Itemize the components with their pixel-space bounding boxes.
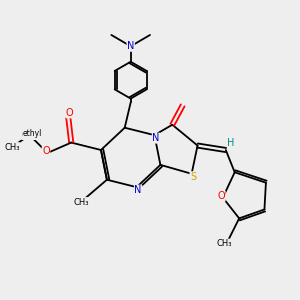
Text: N: N: [127, 41, 134, 51]
Text: O: O: [66, 108, 74, 118]
Text: ethyl: ethyl: [23, 129, 42, 138]
Text: CH₃: CH₃: [74, 197, 89, 206]
Text: O: O: [42, 146, 50, 157]
Text: CH₂: CH₂: [22, 130, 38, 140]
Text: N: N: [134, 185, 142, 195]
Text: H: H: [227, 139, 235, 148]
Text: CH₃: CH₃: [217, 239, 232, 248]
Text: O: O: [218, 191, 225, 201]
Text: N: N: [152, 133, 160, 143]
Text: CH₃: CH₃: [4, 142, 20, 152]
Text: S: S: [190, 172, 196, 182]
